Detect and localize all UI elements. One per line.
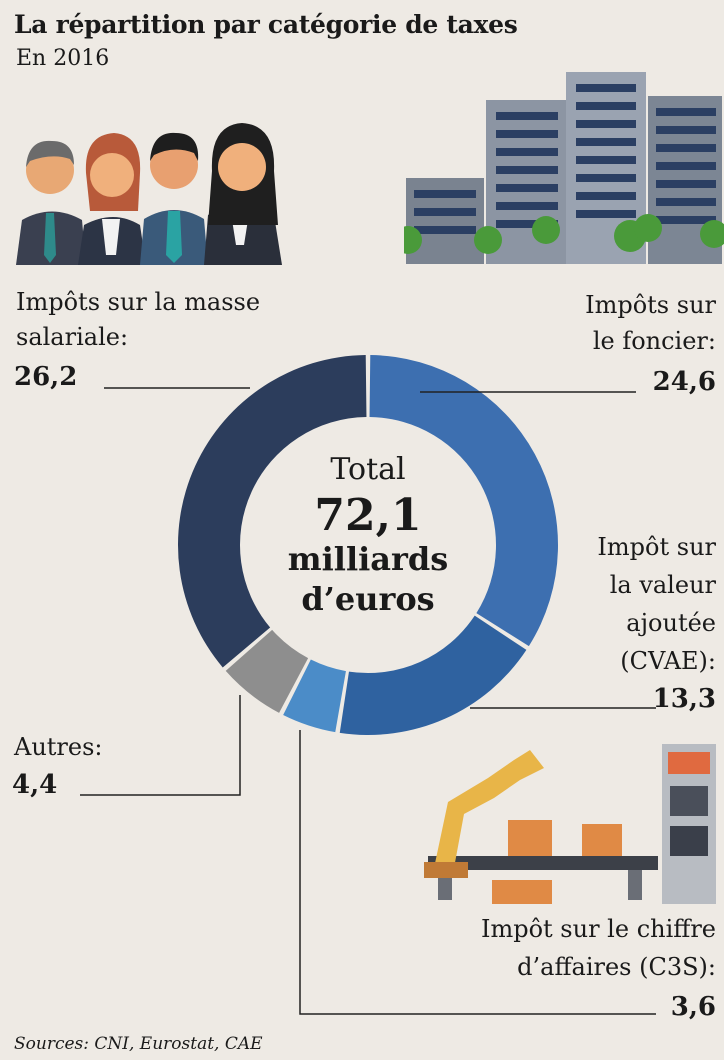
tree-icon <box>404 214 724 254</box>
center-total-value: 72,1 <box>314 490 422 541</box>
person-icon <box>140 132 208 265</box>
label-foncier-line1: Impôts sur <box>585 291 716 319</box>
label-cvae-line4: (CVAE): <box>620 647 716 675</box>
slice-c3s <box>283 659 346 733</box>
center-total-unit-2: d’euros <box>301 580 435 618</box>
person-icon <box>204 123 282 265</box>
label-c3s-line2: d’affaires (C3S): <box>517 953 716 981</box>
value-salariale: 26,2 <box>14 362 78 392</box>
center-total-label: Total <box>330 452 406 487</box>
leader-autres <box>80 695 241 796</box>
person-icon <box>16 140 86 265</box>
label-cvae-line2: la valeur <box>609 571 716 599</box>
label-salariale-line2: salariale: <box>16 323 129 351</box>
value-c3s: 3,6 <box>670 992 716 1022</box>
leader-lines <box>80 387 656 1015</box>
label-autres: Autres: <box>14 733 103 761</box>
chart-subtitle: En 2016 <box>16 46 110 71</box>
slice-salariale <box>177 355 367 668</box>
value-foncier: 24,6 <box>652 367 716 397</box>
center-total-unit-1: milliards <box>287 540 449 578</box>
label-foncier-line2: le foncier: <box>592 327 716 355</box>
person-icon <box>78 133 146 265</box>
slice-cvae <box>339 615 527 735</box>
leader-c3s <box>299 730 656 1015</box>
label-cvae-line1: Impôt sur <box>597 533 716 561</box>
label-salariale-line1: Impôts sur la masse <box>16 288 261 316</box>
buildings-illustration <box>404 72 724 264</box>
label-c3s-line1: Impôt sur le chiffre <box>480 915 716 943</box>
label-cvae-line3: ajoutée <box>626 609 716 637</box>
slice-autres <box>225 629 309 713</box>
value-autres: 4,4 <box>12 770 58 800</box>
slice-foncier <box>369 355 558 647</box>
employees-illustration <box>16 123 282 265</box>
donut-slices <box>177 355 558 735</box>
chart-title: La répartition par catégorie de taxes <box>14 10 518 39</box>
value-cvae: 13,3 <box>652 684 716 714</box>
source-note: Sources: CNI, Eurostat, CAE <box>14 1034 263 1054</box>
robot-factory-illustration <box>424 744 716 904</box>
